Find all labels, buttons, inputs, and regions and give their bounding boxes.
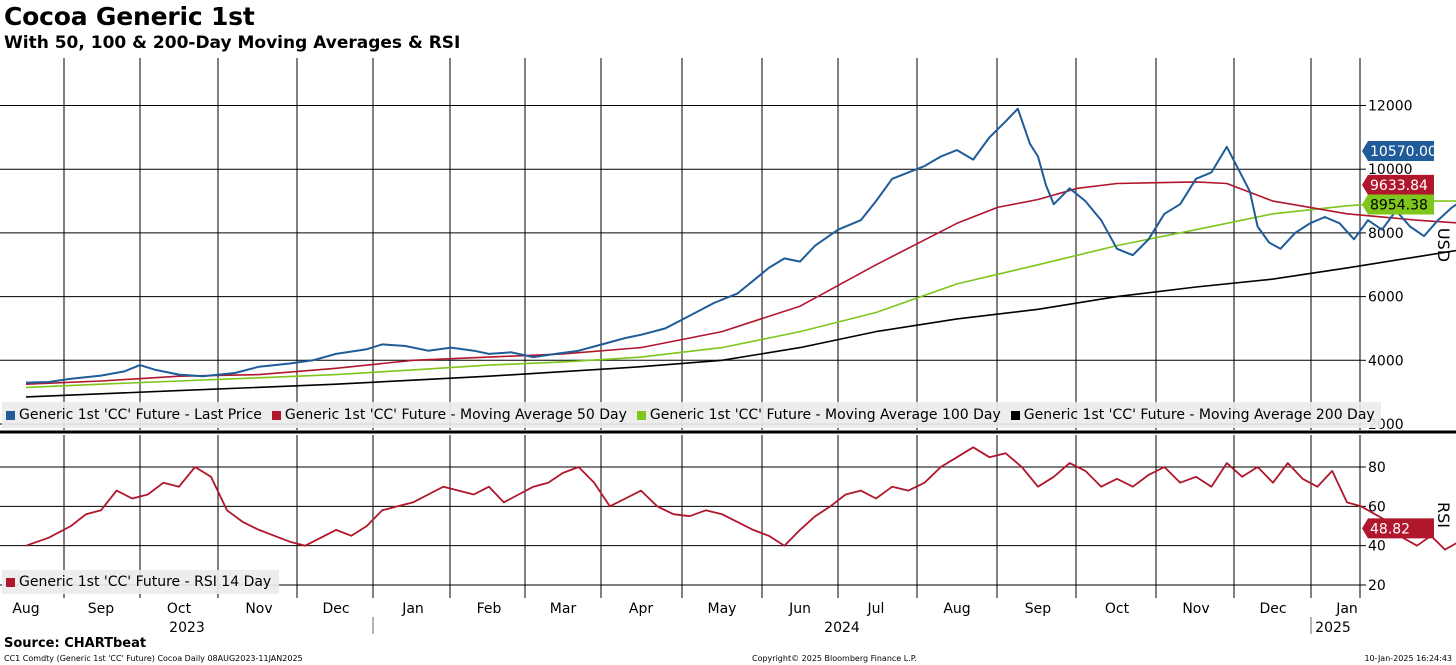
legend-label-ma200: Generic 1st 'CC' Future - Moving Average… (1023, 407, 1375, 423)
x-month-label-14: Oct (1105, 601, 1130, 617)
legend-item-rsi: Generic 1st 'CC' Future - RSI 14 Day (6, 574, 271, 590)
price-ytick-label-4: 10000 (1368, 162, 1413, 178)
rsi-series-line (25, 446, 1456, 551)
rsi-ytick-label-3: 80 (1368, 460, 1386, 476)
x-month-label-3: Nov (245, 601, 272, 617)
ma50-tag-bg (1362, 174, 1434, 195)
x-month-label-4: Dec (322, 601, 349, 617)
price-ytick-label-1: 4000 (1368, 353, 1404, 369)
x-year-label-2024: 2024 (824, 620, 860, 636)
source-note: Source: CHARTbeat (4, 636, 147, 651)
legend-label-rsi: Generic 1st 'CC' Future - RSI 14 Day (19, 574, 272, 590)
price-ytick-label-2: 6000 (1368, 290, 1404, 306)
price-legend: Generic 1st 'CC' Future - Last Price Gen… (2, 402, 1381, 428)
rsi-ylabel: RSI (1434, 502, 1453, 528)
footer-copyright: Copyright© 2025 Bloomberg Finance L.P. (752, 654, 917, 663)
legend-swatch-ma200 (1010, 410, 1020, 420)
rsi-tag-bg (1362, 518, 1434, 539)
price-series-line-2 (25, 200, 1456, 389)
price-series-line-3 (25, 249, 1456, 398)
legend-label-ma50: Generic 1st 'CC' Future - Moving Average… (284, 407, 627, 423)
legend-item-last-price: Generic 1st 'CC' Future - Last Price (6, 407, 262, 423)
x-month-label-5: Jan (401, 601, 424, 617)
x-month-label-12: Aug (943, 601, 970, 617)
price-ylabel: USD (1434, 228, 1453, 262)
rsi-ytick-label-1: 40 (1368, 539, 1386, 555)
chart-subtitle: With 50, 100 & 200-Day Moving Averages &… (4, 33, 461, 53)
x-month-label-9: May (708, 601, 737, 617)
legend-swatch-rsi (6, 577, 15, 587)
x-month-label-6: Feb (477, 601, 502, 617)
legend-item-ma100: Generic 1st 'CC' Future - Moving Average… (636, 407, 1001, 423)
footer-ticker-info: CC1 Comdty (Generic 1st 'CC' Future) Coc… (4, 654, 303, 663)
x-month-label-7: Mar (550, 601, 577, 617)
x-year-label-2025: 2025 (1315, 620, 1351, 636)
x-month-label-11: Jul (867, 601, 885, 617)
rsi-ytick-label-0: 20 (1368, 578, 1386, 594)
x-month-label-10: Jun (788, 601, 811, 617)
x-month-label-16: Dec (1259, 601, 1286, 617)
legend-label-last-price: Generic 1st 'CC' Future - Last Price (19, 407, 262, 423)
legend-swatch-ma100 (636, 410, 646, 420)
legend-item-ma200: Generic 1st 'CC' Future - Moving Average… (1010, 407, 1375, 423)
legend-item-ma50: Generic 1st 'CC' Future - Moving Average… (271, 407, 627, 423)
price-series-line-0 (25, 107, 1456, 384)
footer-timestamp: 10-Jan-2025 16:24:43 (1364, 654, 1452, 663)
chart-title: Cocoa Generic 1st (4, 2, 255, 31)
x-month-label-2: Oct (167, 601, 192, 617)
ma50-tag-text: 9633.84 (1370, 178, 1428, 194)
rsi-ytick-label-2: 60 (1368, 499, 1386, 515)
legend-swatch-last-price (6, 410, 15, 420)
legend-label-ma100: Generic 1st 'CC' Future - Moving Average… (649, 407, 1001, 423)
ma100-tag-bg (1362, 194, 1434, 215)
x-month-label-13: Sep (1025, 601, 1052, 617)
x-year-label-2023: 2023 (169, 620, 205, 636)
price-ytick-label-5: 12000 (1368, 99, 1413, 115)
x-month-label-1: Sep (88, 601, 115, 617)
x-month-label-17: Jan (1335, 601, 1358, 617)
rsi-legend: Generic 1st 'CC' Future - RSI 14 Day (2, 570, 280, 594)
ma100-tag-text: 8954.38 (1370, 198, 1428, 214)
price-series-line-1 (25, 181, 1456, 385)
x-month-label-0: Aug (12, 601, 39, 617)
last-price-tag-bg (1362, 141, 1434, 162)
x-month-label-8: Apr (629, 601, 653, 617)
last-price-tag-text: 10570.00 (1370, 144, 1437, 160)
x-month-label-15: Nov (1182, 601, 1209, 617)
price-ytick-label-3: 8000 (1368, 226, 1404, 242)
legend-swatch-ma50 (271, 410, 281, 420)
rsi-tag-text: 48.82 (1370, 521, 1410, 537)
